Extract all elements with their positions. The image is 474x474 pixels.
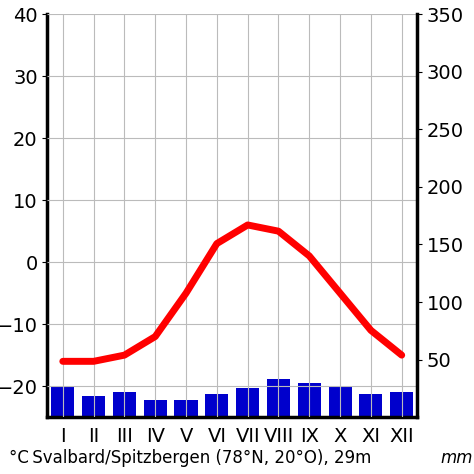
Bar <box>82 396 105 417</box>
Text: °C Svalbard/Spitzbergen (78°N, 20°O), 29m: °C Svalbard/Spitzbergen (78°N, 20°O), 29… <box>9 449 372 467</box>
Bar <box>113 392 136 417</box>
Bar <box>390 392 413 417</box>
Bar <box>205 394 228 417</box>
Bar <box>298 383 321 417</box>
Bar <box>267 379 290 417</box>
Bar <box>51 387 74 417</box>
Bar <box>236 388 259 417</box>
Bar <box>328 387 352 417</box>
Text: mm: mm <box>441 449 474 467</box>
Bar <box>359 394 383 417</box>
Bar <box>144 400 167 417</box>
Bar <box>174 400 198 417</box>
